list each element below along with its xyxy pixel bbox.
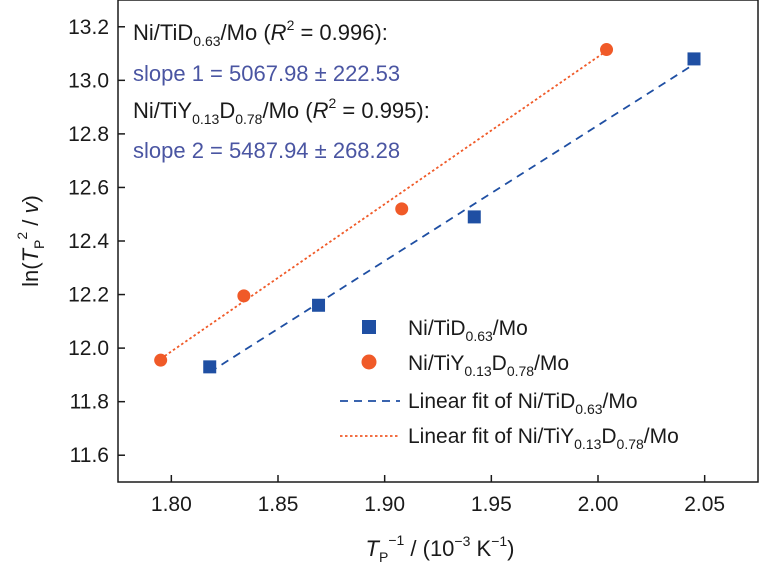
y-tick-label: 13.0	[68, 69, 109, 92]
data-points	[154, 43, 701, 374]
x-tick-label: 1.80	[151, 493, 192, 516]
x-axis-title: TP−1 / (10−3 K−1)	[366, 532, 515, 565]
y-tick-label: 11.6	[70, 444, 109, 467]
legend-label-series2: Ni/TiY0.13D0.78/Mo	[408, 352, 569, 379]
data-point-series2	[154, 353, 168, 367]
fit-lines	[160, 50, 695, 373]
annotation-slope1: slope 1 = 5067.98 ± 222.53	[133, 61, 400, 86]
annotation-r2-series2: Ni/TiY0.13D0.78/Mo (R2 = 0.995):	[133, 95, 430, 127]
data-point-series2	[237, 289, 251, 303]
legend: Ni/TiD0.63/Mo Ni/TiY0.13D0.78/Mo Linear …	[340, 317, 679, 452]
data-point-series2	[395, 202, 409, 216]
fit-line-series2	[160, 50, 608, 360]
legend-label-fit2: Linear fit of Ni/TiY0.13D0.78/Mo	[408, 425, 679, 452]
y-tick-label: 12.0	[68, 337, 109, 360]
legend-marker-circle	[361, 354, 377, 370]
annotation-r2-series1: Ni/TiD0.63/Mo (R2 = 0.996):	[133, 17, 388, 49]
data-point-series2	[600, 43, 614, 57]
legend-marker-square	[362, 320, 376, 334]
annotation-slope2: slope 2 = 5487.94 ± 268.28	[133, 138, 400, 163]
x-tick-label: 1.90	[364, 493, 405, 516]
x-tick-label: 2.05	[684, 493, 725, 516]
data-point-series1	[203, 360, 217, 374]
legend-label-series1: Ni/TiD0.63/Mo	[408, 317, 528, 344]
y-axis-title: ln(TP2 / v)	[14, 195, 47, 287]
y-tick-label: 13.2	[68, 16, 109, 39]
y-tick-label: 12.8	[68, 123, 109, 146]
fit-line-series1	[209, 63, 695, 373]
x-axis: 1.80 1.85 1.90 1.95 2.00 2.05	[151, 475, 725, 516]
data-point-series1	[467, 210, 481, 224]
x-tick-label: 1.85	[258, 493, 299, 516]
legend-label-fit1: Linear fit of Ni/TiD0.63/Mo	[408, 390, 638, 417]
x-tick-label: 1.95	[471, 493, 512, 516]
annotation-block: Ni/TiD0.63/Mo (R2 = 0.996): slope 1 = 50…	[133, 17, 430, 163]
y-tick-label: 12.4	[68, 230, 109, 253]
y-tick-label: 12.2	[68, 284, 109, 307]
x-tick-label: 2.00	[578, 493, 619, 516]
y-tick-label: 12.6	[68, 176, 109, 199]
y-tick-label: 11.8	[70, 391, 109, 414]
y-axis: 11.6 11.8 12.0 12.2 12.4 12.6 12.8 13.0 13.2	[68, 16, 125, 467]
data-point-series1	[687, 52, 701, 66]
data-point-series1	[312, 298, 326, 312]
